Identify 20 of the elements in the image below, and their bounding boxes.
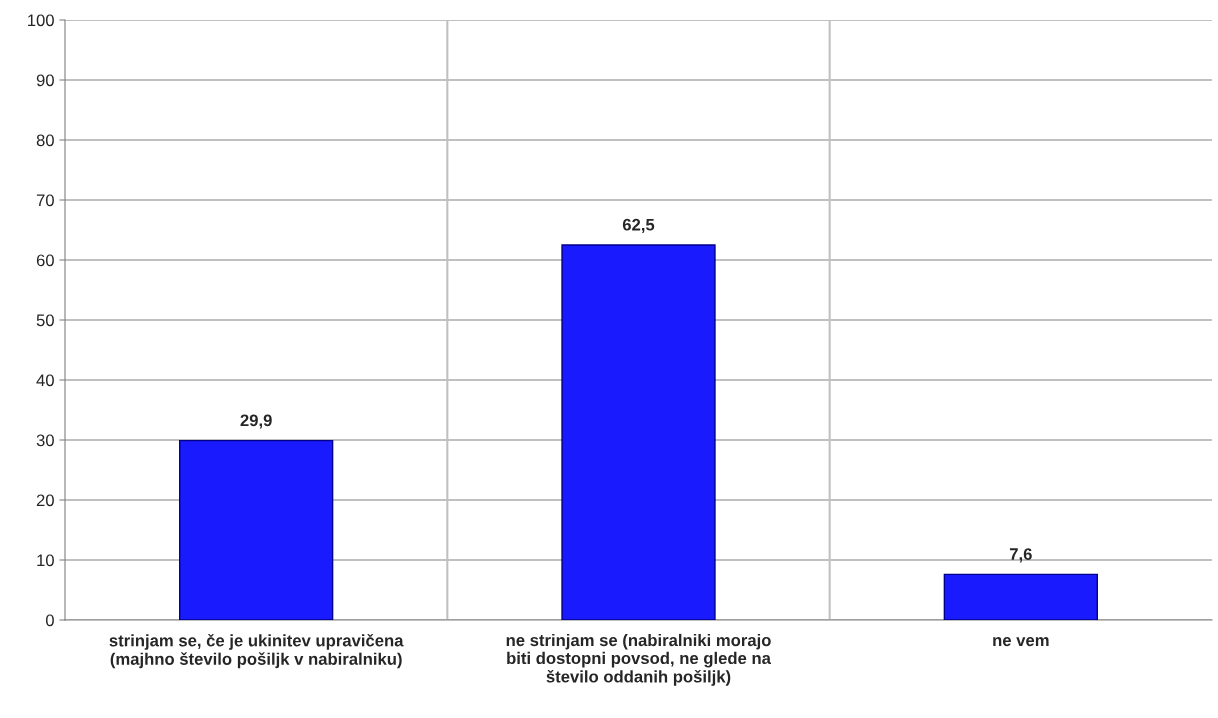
bar	[561, 244, 716, 620]
x-tick-label: ne strinjam se (nabiralniki morajo biti dostopni povsod, ne glede na število oddanih pošiljk)	[506, 633, 772, 686]
y-tick-label: 10	[37, 554, 54, 567]
y-tick-label: 20	[36, 494, 54, 507]
y-tick-label: 100	[28, 14, 54, 27]
data-label: 7,6	[1009, 548, 1032, 563]
y-tick-label: 50	[36, 314, 54, 327]
y-tick-label: 0	[45, 614, 54, 627]
y-tick-label: 30	[36, 434, 54, 447]
y-tick-label: 60	[36, 254, 54, 267]
data-label: 29,9	[240, 414, 272, 429]
y-tick-label: 40	[36, 374, 54, 387]
bar	[943, 573, 1098, 620]
bar	[179, 439, 334, 620]
x-tick-label: strinjam se, če je ukinitev upravičena (majhno število pošiljk v nabiralniku)	[109, 633, 404, 669]
data-label: 62,5	[622, 218, 655, 234]
x-tick-label: ne vem	[993, 636, 1049, 647]
y-tick-label: 70	[36, 194, 54, 207]
y-tick-label: 90	[36, 74, 54, 87]
y-tick-label: 80	[36, 134, 54, 147]
